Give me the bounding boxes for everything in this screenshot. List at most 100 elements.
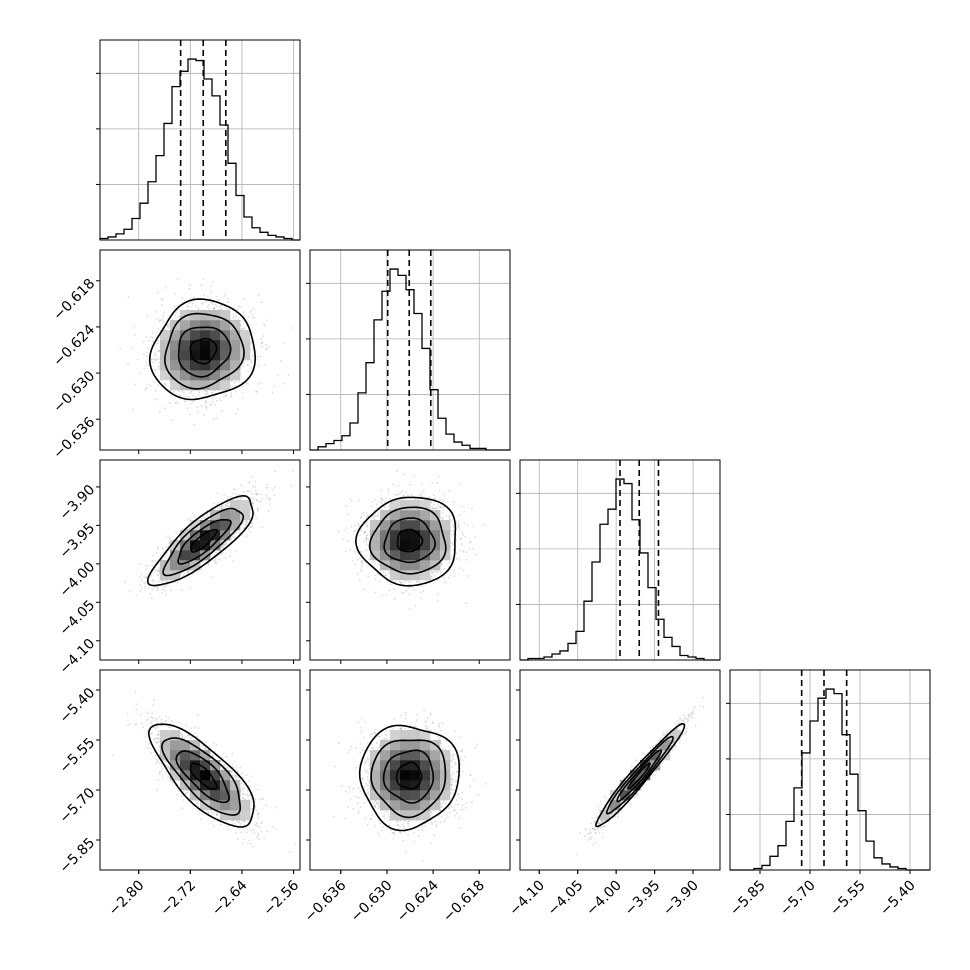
sample-point — [374, 574, 377, 577]
sample-point — [261, 526, 264, 529]
sample-point — [145, 576, 148, 578]
sample-point — [250, 309, 253, 312]
histogram-panel-0 — [96, 39, 301, 241]
sample-point — [232, 488, 235, 490]
sample-point — [253, 497, 256, 500]
sample-point — [260, 337, 263, 340]
sample-point — [204, 401, 207, 404]
sample-point — [410, 586, 413, 588]
sample-point — [152, 572, 155, 574]
sample-point — [188, 287, 191, 290]
sample-point — [174, 305, 176, 308]
sample-point — [158, 580, 161, 582]
sample-point — [168, 549, 171, 552]
sample-point — [145, 576, 148, 579]
sample-point — [151, 336, 154, 339]
density-cell — [190, 330, 201, 341]
sample-point — [155, 551, 158, 554]
sample-point — [238, 494, 241, 496]
sample-point — [186, 518, 189, 521]
sample-point — [249, 490, 252, 493]
sample-point — [167, 535, 170, 538]
sample-point — [225, 540, 228, 543]
sample-point — [154, 370, 157, 372]
density-cell — [170, 550, 181, 561]
sample-point — [189, 283, 192, 286]
sample-point — [157, 357, 160, 360]
sample-point — [144, 587, 147, 589]
sample-point — [232, 317, 235, 319]
density-cell — [180, 360, 191, 371]
sample-point — [239, 531, 242, 534]
sample-point — [225, 502, 228, 504]
sample-point — [243, 327, 245, 330]
sample-point — [241, 523, 244, 525]
sample-point — [290, 484, 293, 487]
sample-point — [360, 550, 362, 553]
sample-point — [224, 394, 227, 397]
sample-point — [146, 347, 149, 350]
sample-point — [365, 544, 368, 546]
sample-point — [256, 499, 259, 502]
sample-point — [260, 342, 263, 345]
sample-point — [156, 587, 159, 590]
density-cell — [240, 500, 251, 511]
sample-point — [254, 514, 257, 517]
density-cell — [190, 380, 201, 391]
sample-point — [173, 390, 176, 393]
sample-point — [175, 401, 178, 404]
sample-point — [214, 304, 217, 306]
density-cells — [160, 500, 251, 581]
sample-point — [157, 350, 160, 353]
sample-point — [155, 569, 158, 572]
sample-point — [192, 394, 195, 397]
sample-point — [133, 325, 136, 327]
contour-line — [162, 507, 245, 577]
sample-point — [153, 580, 156, 583]
sample-point — [158, 319, 161, 321]
sample-point — [205, 390, 208, 393]
sample-point — [266, 348, 268, 350]
sample-point — [273, 385, 276, 387]
panel-content — [119, 278, 294, 426]
sample-point — [157, 547, 160, 550]
sample-point — [151, 340, 154, 343]
panel-frame — [99, 459, 301, 661]
density-cell — [200, 330, 211, 341]
sample-point — [233, 382, 236, 384]
sample-point — [185, 395, 187, 398]
sample-point — [250, 361, 252, 364]
sample-point — [251, 314, 254, 316]
density-cell — [240, 330, 251, 341]
density-cell — [170, 330, 181, 341]
sample-point — [189, 392, 192, 395]
sample-point — [181, 296, 184, 299]
sample-point — [250, 476, 253, 478]
scatter-panel-0-2 — [96, 459, 301, 664]
sample-point — [165, 584, 168, 586]
sample-point — [240, 497, 243, 499]
sample-point — [151, 579, 154, 582]
sample-point — [287, 374, 290, 377]
sample-point — [156, 318, 159, 320]
sample-point — [205, 407, 208, 409]
sample-point — [206, 305, 209, 308]
panel-frame — [309, 249, 511, 451]
sample-point — [168, 537, 171, 540]
sample-point — [189, 297, 192, 300]
sample-point — [240, 327, 243, 330]
sample-point — [210, 576, 213, 579]
sample-point — [254, 489, 257, 492]
sample-point — [155, 346, 158, 349]
sample-point — [186, 305, 189, 307]
sample-point — [143, 367, 146, 370]
sample-point — [256, 355, 259, 358]
sample-point — [246, 383, 249, 385]
sample-point — [249, 526, 252, 529]
sample-point — [166, 546, 169, 548]
sample-point — [282, 382, 285, 385]
sample-point — [214, 404, 216, 406]
sample-point — [243, 320, 245, 323]
sample-point — [201, 302, 204, 305]
sample-point — [202, 560, 205, 563]
